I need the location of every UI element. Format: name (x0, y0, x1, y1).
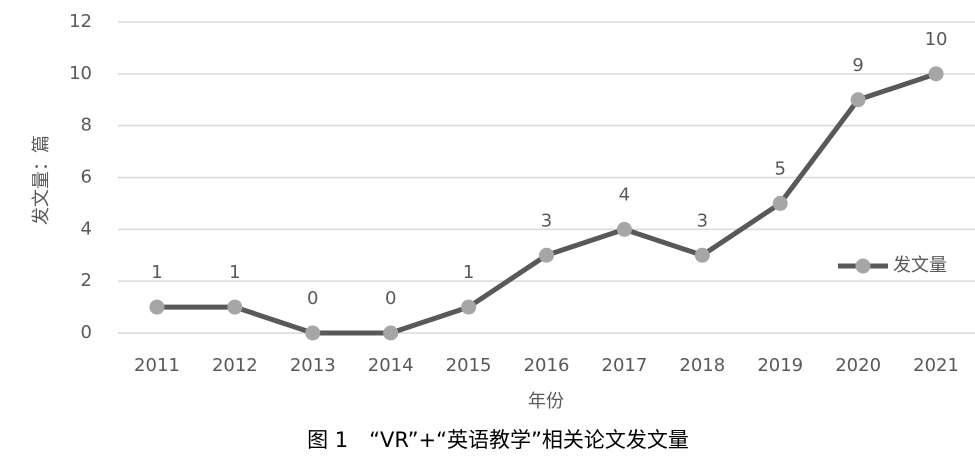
x-tick-label: 2014 (368, 355, 414, 376)
x-tick-label: 2019 (757, 355, 803, 376)
x-tick-label: 2012 (212, 355, 258, 376)
data-label: 3 (541, 210, 552, 231)
data-label: 10 (925, 29, 948, 50)
marker (772, 195, 788, 211)
marker (850, 92, 866, 108)
y-axis-title: 发文量：篇 (31, 135, 52, 225)
y-tick-label: 2 (81, 270, 92, 291)
data-label: 9 (852, 55, 863, 76)
x-tick-label: 2018 (679, 355, 725, 376)
y-tick-label: 8 (81, 115, 92, 136)
data-label: 1 (151, 262, 162, 283)
marker (539, 247, 554, 263)
marker (616, 221, 632, 237)
data-label: 0 (307, 288, 318, 309)
x-tick-label: 2020 (835, 355, 881, 376)
line (156, 71, 937, 336)
data-label: 1 (463, 262, 474, 283)
marker (461, 299, 477, 315)
marker (227, 299, 243, 315)
marker (694, 247, 710, 263)
marker (149, 299, 165, 315)
data-label: 3 (697, 210, 708, 231)
y-tick-label: 12 (69, 11, 92, 32)
marker (305, 325, 321, 341)
x-tick-label: 2011 (134, 355, 180, 376)
data-label: 0 (385, 288, 396, 309)
legend-label: 发文量 (893, 255, 947, 276)
data-label: 5 (775, 158, 786, 179)
marker (383, 325, 399, 341)
y-tick-label: 10 (69, 63, 92, 84)
caption: 图 1 “VR”+“英语教学”相关论文发文量 (307, 428, 689, 452)
x-tick-label: 2017 (602, 355, 648, 376)
x-tick-label: 2016 (524, 355, 570, 376)
x-tick-label: 2015 (446, 355, 492, 376)
y-tick-label: 4 (81, 218, 92, 239)
marker (928, 66, 944, 82)
y-tick-label: 6 (81, 167, 92, 188)
y-tick-label: 0 (81, 322, 92, 343)
x-tick-label: 2021 (913, 355, 959, 376)
x-axis-title: 年份 (528, 391, 564, 412)
data-label: 4 (619, 184, 630, 205)
legend-marker (855, 258, 871, 274)
data-label: 1 (229, 262, 240, 283)
x-tick-label: 2013 (290, 355, 336, 376)
